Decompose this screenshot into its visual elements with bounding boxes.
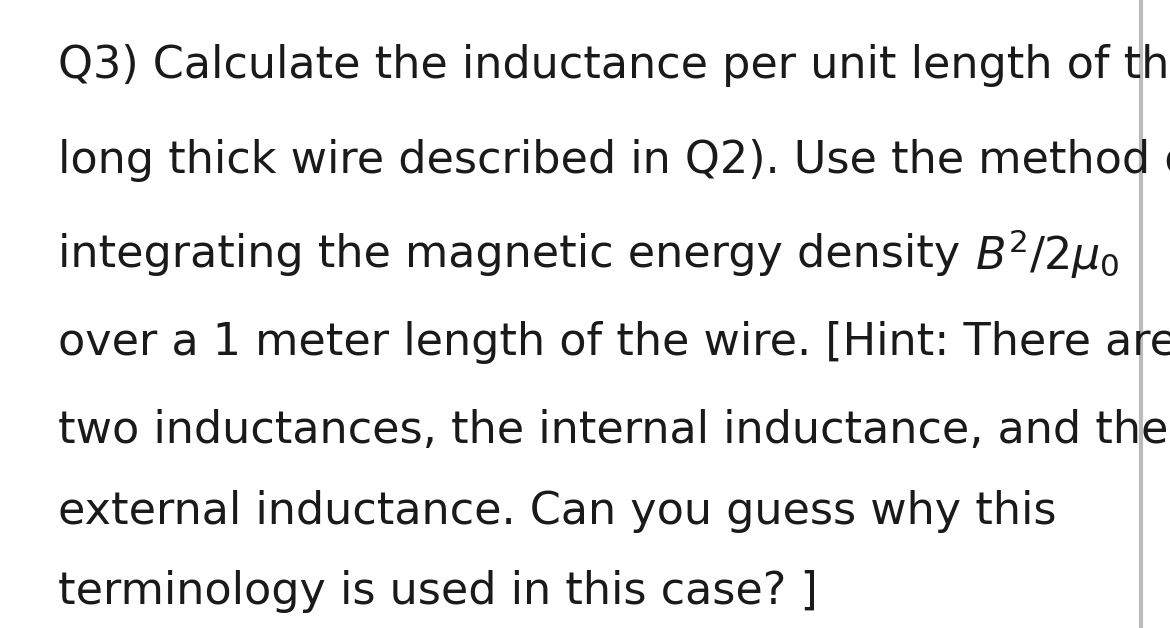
Text: over a 1 meter length of the wire. [Hint: There are: over a 1 meter length of the wire. [Hint… <box>58 321 1170 364</box>
Text: Q3) Calculate the inductance per unit length of the: Q3) Calculate the inductance per unit le… <box>58 45 1170 87</box>
Text: two inductances, the internal inductance, and the: two inductances, the internal inductance… <box>58 409 1169 452</box>
Text: integrating the magnetic energy density: integrating the magnetic energy density <box>58 233 975 276</box>
Text: $B^2 /2\mu_0$: $B^2 /2\mu_0$ <box>975 227 1120 281</box>
Text: long thick wire described in Q2). Use the method of: long thick wire described in Q2). Use th… <box>58 139 1170 181</box>
Text: terminology is used in this case? ]: terminology is used in this case? ] <box>58 570 818 613</box>
Text: external inductance. Can you guess why this: external inductance. Can you guess why t… <box>58 490 1057 533</box>
